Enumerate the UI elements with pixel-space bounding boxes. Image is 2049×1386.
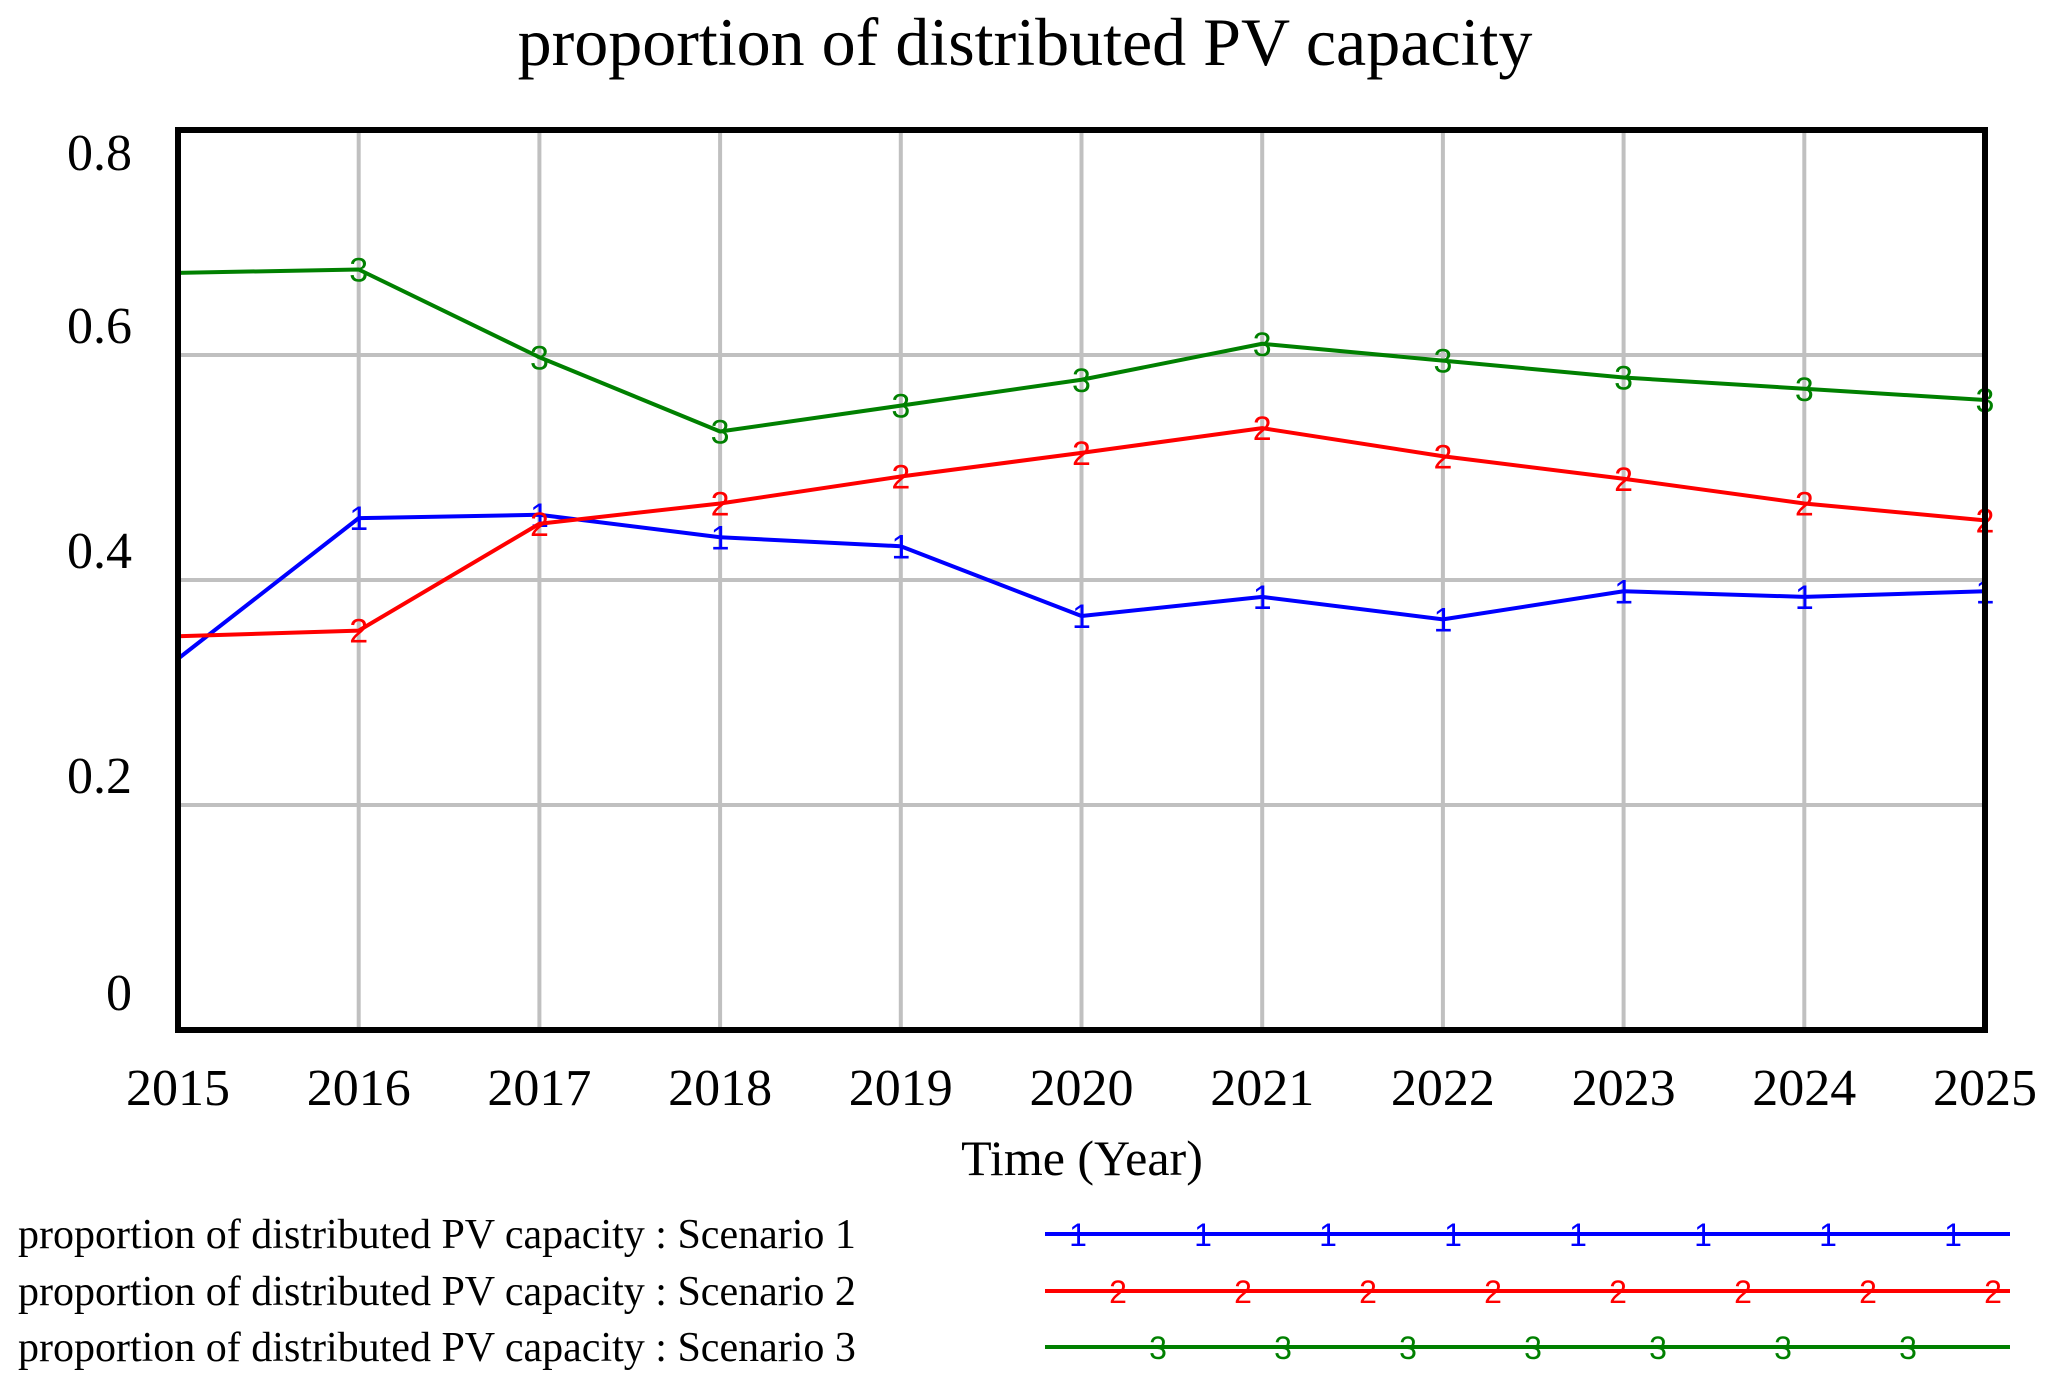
data-point-marker: 1 xyxy=(1433,601,1452,639)
y-tick-label: 0.2 xyxy=(67,748,132,805)
y-tick-label: 0.8 xyxy=(67,125,132,182)
legend-marker: 1 xyxy=(1694,1217,1712,1253)
x-tick-label: 2024 xyxy=(1752,1060,1856,1117)
x-tick-label: 2020 xyxy=(1030,1060,1134,1117)
x-axis-label: Time (Year) xyxy=(961,1130,1203,1186)
legend-marker: 2 xyxy=(1484,1274,1502,1310)
x-tick-label: 2016 xyxy=(307,1060,411,1117)
data-point-marker: 3 xyxy=(530,339,549,377)
x-tick-label: 2015 xyxy=(126,1060,230,1117)
data-point-marker: 2 xyxy=(1614,461,1633,499)
data-point-marker: 2 xyxy=(1253,410,1272,448)
data-point-marker: 1 xyxy=(1072,598,1091,636)
data-point-marker: 2 xyxy=(1795,486,1814,524)
legend-marker: 2 xyxy=(1984,1274,2002,1310)
legend-marker: 1 xyxy=(1194,1217,1212,1253)
data-point-marker: 3 xyxy=(891,388,910,426)
y-tick-label: 0.4 xyxy=(67,523,132,580)
legend-marker: 1 xyxy=(1569,1217,1587,1253)
data-point-marker: 1 xyxy=(1253,579,1272,617)
x-tick-label: 2021 xyxy=(1210,1060,1314,1117)
data-point-marker: 1 xyxy=(1614,573,1633,611)
x-tick-label: 2023 xyxy=(1572,1060,1676,1117)
gridlines xyxy=(178,130,1985,1030)
data-point-marker: 2 xyxy=(1433,438,1452,476)
legend-marker: 3 xyxy=(1649,1330,1667,1366)
data-point-marker: 2 xyxy=(349,613,368,651)
data-point-marker: 1 xyxy=(1795,579,1814,617)
legend-marker: 3 xyxy=(1399,1330,1417,1366)
legend-marker: 1 xyxy=(1069,1217,1087,1253)
series-line-3 xyxy=(177,267,1986,434)
x-tick-label: 2025 xyxy=(1933,1060,2037,1117)
data-point-marker: 1 xyxy=(711,519,730,557)
legend-label: proportion of distributed PV capacity : … xyxy=(18,1325,856,1371)
x-tick-label: 2018 xyxy=(668,1060,772,1117)
legend-marker: 2 xyxy=(1609,1274,1627,1310)
legend-marker: 1 xyxy=(1944,1217,1962,1253)
legend-marker: 1 xyxy=(1819,1217,1837,1253)
chart-title: proportion of distributed PV capacity xyxy=(518,4,1533,80)
y-tick-label: 0 xyxy=(106,965,132,1022)
legend-marker: 2 xyxy=(1109,1274,1127,1310)
data-point-marker: 2 xyxy=(711,486,730,524)
data-point-marker: 2 xyxy=(530,506,549,544)
legend-marker: 3 xyxy=(1774,1330,1792,1366)
legend-marker: 2 xyxy=(1234,1274,1252,1310)
legend: proportion of distributed PV capacity : … xyxy=(18,1212,2010,1371)
data-point-marker: 1 xyxy=(349,500,368,538)
legend-label: proportion of distributed PV capacity : … xyxy=(18,1269,856,1315)
x-tick-label: 2022 xyxy=(1391,1060,1495,1117)
legend-label: proportion of distributed PV capacity : … xyxy=(18,1212,856,1258)
legend-marker: 2 xyxy=(1859,1274,1877,1310)
legend-marker: 2 xyxy=(1359,1274,1377,1310)
legend-marker: 3 xyxy=(1899,1330,1917,1366)
legend-marker: 1 xyxy=(1444,1217,1462,1253)
data-point-marker: 1 xyxy=(891,528,910,566)
data-point-marker: 3 xyxy=(349,252,368,290)
legend-marker: 1 xyxy=(1319,1217,1337,1253)
legend-marker: 3 xyxy=(1274,1330,1292,1366)
legend-marker: 2 xyxy=(1734,1274,1752,1310)
series-line-2 xyxy=(177,426,1986,639)
legend-marker: 3 xyxy=(1149,1330,1167,1366)
y-tick-label: 0.6 xyxy=(67,298,132,355)
data-point-marker: 2 xyxy=(1072,435,1091,473)
data-point-marker: 3 xyxy=(1072,362,1091,400)
data-point-marker: 3 xyxy=(1795,371,1814,409)
data-point-marker: 3 xyxy=(1433,343,1452,381)
x-tick-label: 2019 xyxy=(849,1060,953,1117)
data-point-marker: 3 xyxy=(1614,360,1633,398)
plot-frame xyxy=(175,127,1988,1033)
series-line-1 xyxy=(176,512,1986,661)
data-point-marker: 2 xyxy=(891,459,910,497)
axis-ticks: 2015 2016 2017 2018 2019 2020 2021 2022 2023 2024… xyxy=(67,125,2037,1117)
legend-marker: 3 xyxy=(1524,1330,1542,1366)
data-point-marker: 3 xyxy=(711,414,730,452)
data-point-marker: 3 xyxy=(1253,326,1272,364)
x-tick-label: 2017 xyxy=(487,1060,591,1117)
